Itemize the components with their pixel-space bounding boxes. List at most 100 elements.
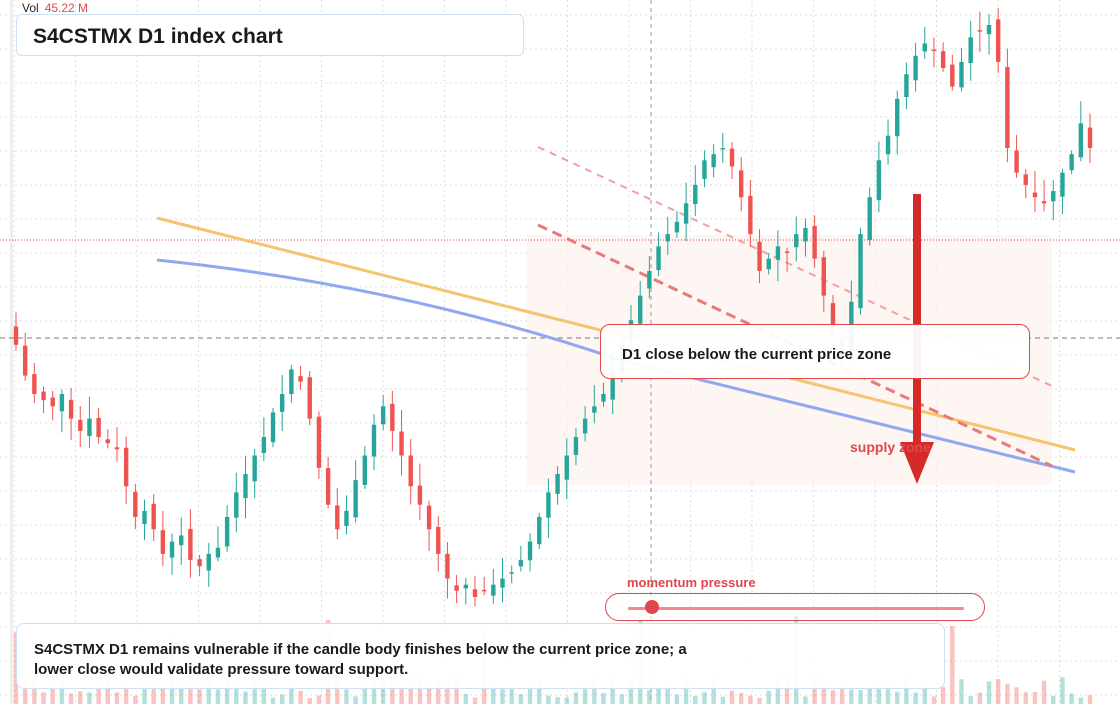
volume-bar — [399, 688, 404, 704]
volume-bar — [316, 695, 322, 704]
candle-up — [913, 55, 918, 81]
volume-bar — [839, 685, 845, 704]
volume-bar — [41, 692, 46, 704]
volume-bar — [1041, 680, 1047, 704]
volume-bar — [885, 680, 891, 704]
volume-bar — [582, 682, 588, 704]
candle-down — [188, 528, 193, 561]
candle-up — [87, 418, 92, 436]
candle-down — [931, 49, 937, 52]
blue-moving-average — [156, 258, 1076, 474]
momentum-label: momentum pressure — [627, 575, 756, 590]
volume-bar — [197, 689, 202, 704]
volume-bar — [665, 685, 670, 704]
candle-down — [940, 51, 946, 69]
volume-bar — [895, 691, 900, 704]
volume-bar — [812, 675, 817, 704]
candle-down — [114, 447, 120, 450]
candle-down — [123, 447, 129, 487]
candle-up — [922, 43, 927, 52]
candle-up — [500, 578, 505, 588]
volume-bar — [693, 695, 698, 704]
volume-readout: Vol 45.22 M — [22, 1, 88, 15]
lower-trendline — [537, 223, 1053, 468]
volume-bar — [280, 694, 285, 704]
candle-down — [325, 468, 331, 505]
candle-up — [647, 271, 652, 289]
candle-up — [518, 560, 524, 567]
candle-up — [280, 394, 285, 412]
candle-up — [142, 510, 147, 524]
volume-bar — [959, 679, 964, 704]
candle-up — [59, 394, 65, 412]
candle-down — [78, 419, 83, 431]
volume-bar — [628, 681, 634, 704]
candle-down — [830, 303, 836, 333]
volume-bar — [22, 676, 28, 704]
candle-up — [509, 572, 514, 574]
volume-bar — [472, 697, 478, 704]
volume-bar — [702, 692, 707, 704]
candle-up — [858, 234, 863, 309]
candle-down — [1005, 66, 1010, 148]
candle-down — [950, 64, 955, 87]
candle-up — [867, 197, 872, 241]
candle-up — [491, 584, 496, 596]
volume-bar — [179, 674, 184, 704]
volume-bar — [371, 676, 377, 704]
volume-bar — [32, 679, 37, 704]
candle-up — [261, 437, 267, 454]
volume-bar — [445, 680, 450, 704]
candle-down — [821, 257, 826, 296]
candle-up — [353, 480, 358, 518]
volume-bar — [59, 674, 65, 704]
volume-bar — [913, 692, 918, 704]
candle-down — [298, 376, 303, 382]
candle-down — [105, 439, 110, 444]
volume-bar — [1005, 683, 1010, 704]
volume-bar — [261, 678, 267, 704]
candle-down — [1032, 192, 1038, 198]
volume-bar — [417, 678, 423, 704]
candle-down — [757, 241, 762, 271]
candle-down — [426, 505, 432, 530]
momentum-slider[interactable] — [605, 593, 985, 621]
volume-bar — [619, 694, 625, 704]
callout-text: D1 close below the current price zone — [622, 346, 892, 363]
volume-bar — [270, 697, 276, 704]
candle-down — [151, 503, 156, 530]
volume-bar — [849, 689, 854, 704]
volume-bar — [527, 685, 533, 704]
candle-up — [638, 295, 643, 324]
volume-bar — [408, 676, 413, 704]
momentum-knob[interactable] — [644, 600, 659, 614]
candle-down — [729, 148, 735, 167]
volume-bar — [573, 692, 579, 704]
candle-up — [179, 535, 184, 546]
candle-down — [472, 589, 478, 597]
candle-down — [738, 170, 744, 198]
candle-up — [234, 492, 239, 518]
candle-down — [417, 485, 423, 505]
candle-up — [582, 418, 588, 434]
candle-up — [206, 553, 211, 571]
candle-up — [1078, 123, 1084, 158]
candle-up — [344, 510, 349, 526]
candle-down — [812, 225, 817, 259]
volume-bar — [784, 674, 790, 704]
volume-bar — [380, 676, 386, 704]
momentum-track — [628, 607, 964, 610]
candle-up — [243, 473, 248, 499]
volume-bar — [353, 696, 358, 704]
candle-up — [683, 203, 689, 224]
volume-bar — [537, 680, 542, 704]
candle-up — [702, 160, 707, 179]
volume-bar — [123, 682, 129, 704]
candle-down — [408, 455, 413, 487]
candle-down — [307, 377, 312, 419]
volume-bar — [234, 686, 239, 704]
analysis-text: S4CSTMX D1 remains vulnerable if the can… — [34, 641, 687, 678]
volume-bar — [426, 684, 432, 704]
candle-up — [674, 221, 680, 233]
down-arrow — [900, 194, 934, 484]
